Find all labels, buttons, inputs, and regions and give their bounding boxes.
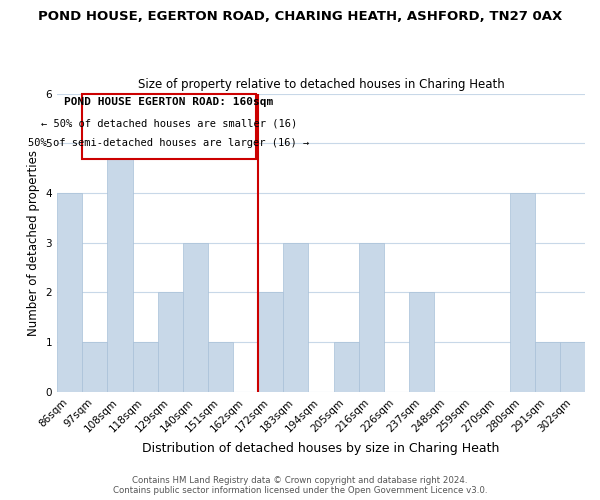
Text: POND HOUSE, EGERTON ROAD, CHARING HEATH, ASHFORD, TN27 0AX: POND HOUSE, EGERTON ROAD, CHARING HEATH,…	[38, 10, 562, 23]
Bar	[57, 193, 82, 392]
Bar	[208, 342, 233, 392]
Bar	[158, 292, 183, 392]
Bar	[258, 292, 283, 392]
X-axis label: Distribution of detached houses by size in Charing Heath: Distribution of detached houses by size …	[142, 442, 500, 455]
Text: ← 50% of detached houses are smaller (16): ← 50% of detached houses are smaller (16…	[41, 118, 297, 128]
Bar	[82, 342, 107, 392]
Text: POND HOUSE EGERTON ROAD: 160sqm: POND HOUSE EGERTON ROAD: 160sqm	[64, 96, 274, 106]
Bar	[133, 342, 158, 392]
Bar	[560, 342, 585, 392]
Bar	[535, 342, 560, 392]
Y-axis label: Number of detached properties: Number of detached properties	[27, 150, 40, 336]
Text: Contains HM Land Registry data © Crown copyright and database right 2024.
Contai: Contains HM Land Registry data © Crown c…	[113, 476, 487, 495]
Bar	[334, 342, 359, 392]
Bar	[183, 243, 208, 392]
Bar	[107, 144, 133, 392]
Bar	[409, 292, 434, 392]
FancyBboxPatch shape	[82, 94, 256, 159]
Bar	[283, 243, 308, 392]
Title: Size of property relative to detached houses in Charing Heath: Size of property relative to detached ho…	[137, 78, 505, 91]
Bar	[359, 243, 384, 392]
Bar	[509, 193, 535, 392]
Text: 50% of semi-detached houses are larger (16) →: 50% of semi-detached houses are larger (…	[28, 138, 310, 148]
